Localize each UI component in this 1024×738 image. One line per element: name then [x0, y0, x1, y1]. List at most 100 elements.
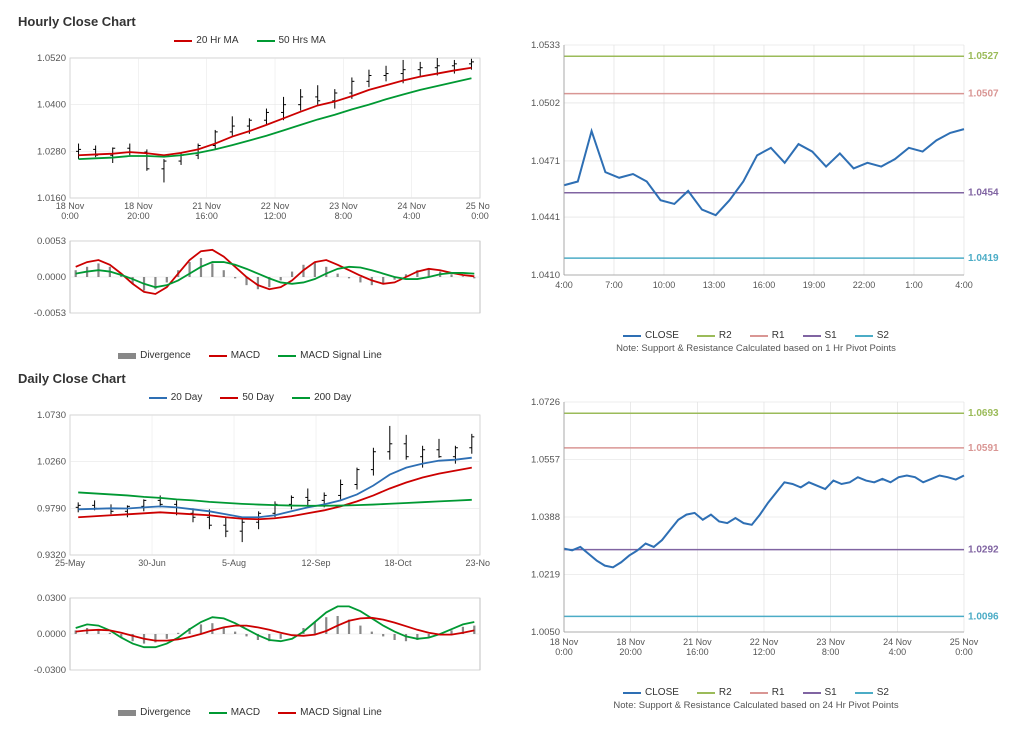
svg-text:1.0730: 1.0730 [37, 410, 66, 421]
svg-text:1.0527: 1.0527 [968, 51, 999, 62]
svg-text:23-Nov: 23-Nov [465, 558, 490, 568]
svg-text:18 Nov: 18 Nov [616, 637, 645, 647]
svg-text:20:00: 20:00 [127, 211, 150, 221]
legend-item: S2 [855, 330, 889, 341]
hourly-right: 1.04101.04411.04711.05021.05334:007:0010… [506, 33, 1006, 363]
svg-text:1.0507: 1.0507 [968, 89, 999, 100]
legend-label: 20 Hr MA [196, 35, 238, 46]
legend-item: Divergence [118, 707, 191, 718]
legend-item: 20 Day [149, 392, 203, 403]
legend-item: S1 [803, 330, 837, 341]
svg-text:18-Oct: 18-Oct [384, 558, 412, 568]
legend-item: 50 Day [220, 392, 274, 403]
legend-item: R2 [697, 687, 732, 698]
svg-text:18 Nov: 18 Nov [56, 201, 85, 211]
svg-text:5-Aug: 5-Aug [222, 558, 246, 568]
legend-swatch [292, 397, 310, 399]
svg-text:1.0726: 1.0726 [531, 397, 560, 408]
svg-text:1.0441: 1.0441 [531, 212, 560, 223]
legend-swatch [209, 712, 227, 714]
svg-text:0.0053: 0.0053 [37, 236, 66, 247]
svg-text:23 Nov: 23 Nov [816, 637, 845, 647]
legend-item: MACD Signal Line [278, 707, 382, 718]
svg-text:7:00: 7:00 [605, 280, 623, 290]
hourly-macd-legend: Divergence MACD MACD Signal Line [10, 350, 490, 361]
daily-pivot-chart: 1.00501.02191.03881.05571.072618 Nov0:00… [506, 390, 1006, 685]
legend-item: MACD Signal Line [278, 350, 382, 361]
legend-swatch [750, 335, 768, 337]
svg-text:1.0400: 1.0400 [37, 100, 66, 111]
legend-item: 50 Hrs MA [257, 35, 326, 46]
svg-text:16:00: 16:00 [753, 280, 776, 290]
legend-swatch [220, 397, 238, 399]
svg-text:21 Nov: 21 Nov [192, 201, 221, 211]
svg-text:1.0502: 1.0502 [531, 98, 560, 109]
svg-text:25-May: 25-May [55, 558, 86, 568]
svg-text:12:00: 12:00 [753, 647, 776, 657]
legend-label: S1 [825, 687, 837, 698]
svg-text:18 Nov: 18 Nov [124, 201, 153, 211]
svg-text:22 Nov: 22 Nov [750, 637, 779, 647]
legend-swatch [855, 335, 873, 337]
svg-text:24 Nov: 24 Nov [397, 201, 426, 211]
svg-text:4:00: 4:00 [889, 647, 907, 657]
hourly-pivot-legend: CLOSER2R1S1S2 [506, 330, 1006, 341]
legend-item: S2 [855, 687, 889, 698]
legend-item: 20 Hr MA [174, 35, 238, 46]
svg-text:12-Sep: 12-Sep [301, 558, 330, 568]
legend-swatch [278, 712, 296, 714]
legend-label: S1 [825, 330, 837, 341]
legend-swatch [278, 355, 296, 357]
legend-swatch [209, 355, 227, 357]
svg-text:13:00: 13:00 [703, 280, 726, 290]
legend-label: S2 [877, 687, 889, 698]
svg-text:19:00: 19:00 [803, 280, 826, 290]
svg-text:0:00: 0:00 [471, 211, 489, 221]
daily-row: 20 Day50 Day200 Day 0.93200.97901.02601.… [10, 390, 1014, 720]
svg-text:1.0388: 1.0388 [531, 512, 560, 523]
daily-pivot-legend: CLOSE R2 R1 S1 S2 [506, 687, 1006, 698]
hourly-price-legend: 20 Hr MA 50 Hrs MA [10, 35, 490, 46]
legend-swatch [855, 692, 873, 694]
svg-text:10:00: 10:00 [653, 280, 676, 290]
svg-text:18 Nov: 18 Nov [550, 637, 579, 647]
legend-swatch [623, 692, 641, 694]
legend-label: R2 [719, 330, 732, 341]
svg-text:1.0419: 1.0419 [968, 253, 999, 264]
svg-text:25 Nov: 25 Nov [950, 637, 979, 647]
svg-text:4:00: 4:00 [955, 280, 973, 290]
svg-text:0:00: 0:00 [955, 647, 973, 657]
legend-item: CLOSE [623, 330, 679, 341]
svg-text:1.0693: 1.0693 [968, 408, 999, 419]
svg-text:20:00: 20:00 [619, 647, 642, 657]
legend-label: CLOSE [645, 330, 679, 341]
svg-text:4:00: 4:00 [555, 280, 573, 290]
legend-swatch [623, 335, 641, 337]
legend-label: CLOSE [645, 687, 679, 698]
legend-label: 20 Day [171, 392, 203, 403]
legend-label: MACD Signal Line [300, 350, 382, 361]
svg-text:1.0591: 1.0591 [968, 443, 999, 454]
svg-text:0:00: 0:00 [555, 647, 573, 657]
legend-item: 200 Day [292, 392, 351, 403]
svg-text:8:00: 8:00 [822, 647, 840, 657]
svg-text:21 Nov: 21 Nov [683, 637, 712, 647]
daily-macd-chart: -0.03000.00000.0300 [10, 590, 490, 705]
svg-text:-0.0053: -0.0053 [34, 308, 66, 319]
legend-item: R2 [697, 330, 732, 341]
svg-text:25 Nov: 25 Nov [466, 201, 490, 211]
legend-label: R1 [772, 687, 785, 698]
daily-price-chart: 0.93200.97901.02601.073025-May30-Jun5-Au… [10, 405, 490, 590]
hourly-pivot-chart: 1.04101.04411.04711.05021.05334:007:0010… [506, 33, 1006, 328]
legend-swatch [803, 335, 821, 337]
svg-text:0:00: 0:00 [61, 211, 79, 221]
legend-label: MACD [231, 350, 260, 361]
legend-label: MACD Signal Line [300, 707, 382, 718]
svg-text:12:00: 12:00 [264, 211, 287, 221]
svg-text:0.0000: 0.0000 [37, 629, 66, 640]
legend-item: Divergence [118, 350, 191, 361]
svg-text:1:00: 1:00 [905, 280, 923, 290]
legend-swatch [118, 710, 136, 716]
svg-text:22:00: 22:00 [853, 280, 876, 290]
hourly-title: Hourly Close Chart [18, 14, 1014, 29]
